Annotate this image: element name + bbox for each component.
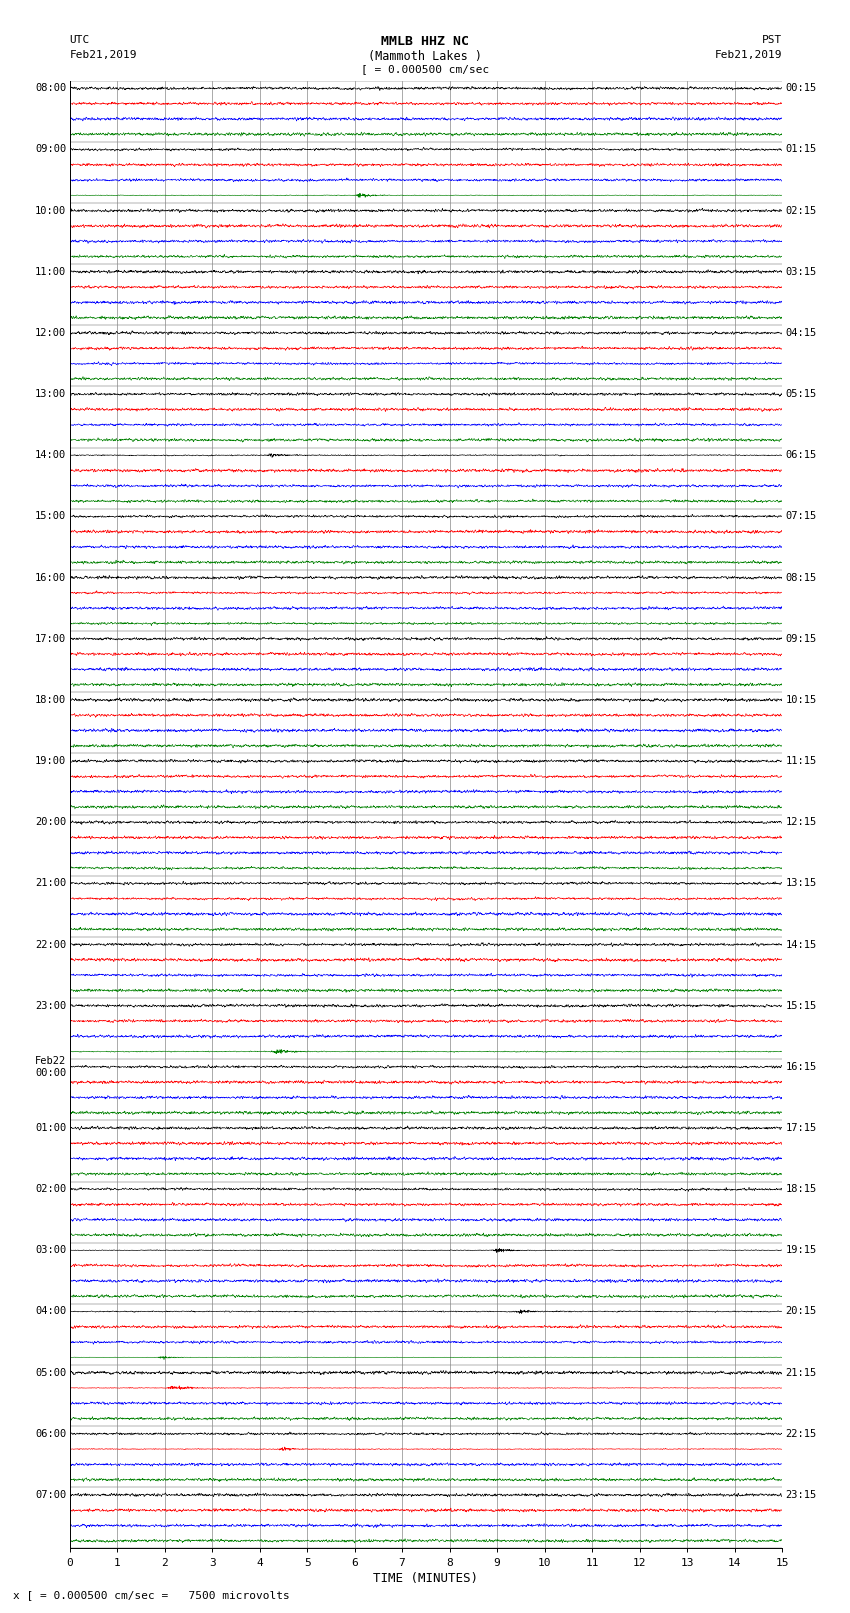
Text: 15:15: 15:15: [785, 1000, 817, 1011]
Text: 18:15: 18:15: [785, 1184, 817, 1194]
Text: 16:15: 16:15: [785, 1061, 817, 1073]
Text: 20:00: 20:00: [35, 818, 66, 827]
Text: 02:00: 02:00: [35, 1184, 66, 1194]
Text: 07:00: 07:00: [35, 1490, 66, 1500]
Text: 04:15: 04:15: [785, 327, 817, 339]
Text: 00:15: 00:15: [785, 84, 817, 94]
Text: 12:15: 12:15: [785, 818, 817, 827]
Text: 02:15: 02:15: [785, 205, 817, 216]
Text: 10:15: 10:15: [785, 695, 817, 705]
Text: 13:00: 13:00: [35, 389, 66, 398]
Text: 23:15: 23:15: [785, 1490, 817, 1500]
Text: 03:00: 03:00: [35, 1245, 66, 1255]
Text: Feb22
00:00: Feb22 00:00: [35, 1057, 66, 1077]
Text: 16:00: 16:00: [35, 573, 66, 582]
Text: 08:15: 08:15: [785, 573, 817, 582]
Text: 23:00: 23:00: [35, 1000, 66, 1011]
Text: [ = 0.000500 cm/sec: [ = 0.000500 cm/sec: [361, 65, 489, 74]
X-axis label: TIME (MINUTES): TIME (MINUTES): [373, 1571, 479, 1584]
Text: 11:15: 11:15: [785, 756, 817, 766]
Text: PST: PST: [762, 35, 782, 45]
Text: 01:00: 01:00: [35, 1123, 66, 1132]
Text: 06:00: 06:00: [35, 1429, 66, 1439]
Text: 21:15: 21:15: [785, 1368, 817, 1378]
Text: 14:00: 14:00: [35, 450, 66, 460]
Text: 22:00: 22:00: [35, 939, 66, 950]
Text: 04:00: 04:00: [35, 1307, 66, 1316]
Text: Feb21,2019: Feb21,2019: [715, 50, 782, 60]
Text: 07:15: 07:15: [785, 511, 817, 521]
Text: 01:15: 01:15: [785, 145, 817, 155]
Text: 06:15: 06:15: [785, 450, 817, 460]
Text: 03:15: 03:15: [785, 266, 817, 277]
Text: MMLB HHZ NC: MMLB HHZ NC: [381, 35, 469, 48]
Text: 05:00: 05:00: [35, 1368, 66, 1378]
Text: 12:00: 12:00: [35, 327, 66, 339]
Text: 19:00: 19:00: [35, 756, 66, 766]
Text: 11:00: 11:00: [35, 266, 66, 277]
Text: 14:15: 14:15: [785, 939, 817, 950]
Text: 09:15: 09:15: [785, 634, 817, 644]
Text: 10:00: 10:00: [35, 205, 66, 216]
Text: 20:15: 20:15: [785, 1307, 817, 1316]
Text: 17:15: 17:15: [785, 1123, 817, 1132]
Text: 05:15: 05:15: [785, 389, 817, 398]
Text: 15:00: 15:00: [35, 511, 66, 521]
Text: 08:00: 08:00: [35, 84, 66, 94]
Text: Feb21,2019: Feb21,2019: [70, 50, 137, 60]
Text: 21:00: 21:00: [35, 879, 66, 889]
Text: (Mammoth Lakes ): (Mammoth Lakes ): [368, 50, 482, 63]
Text: 18:00: 18:00: [35, 695, 66, 705]
Text: UTC: UTC: [70, 35, 90, 45]
Text: 09:00: 09:00: [35, 145, 66, 155]
Text: 19:15: 19:15: [785, 1245, 817, 1255]
Text: 22:15: 22:15: [785, 1429, 817, 1439]
Text: 17:00: 17:00: [35, 634, 66, 644]
Text: 13:15: 13:15: [785, 879, 817, 889]
Text: x [ = 0.000500 cm/sec =   7500 microvolts: x [ = 0.000500 cm/sec = 7500 microvolts: [13, 1590, 290, 1600]
